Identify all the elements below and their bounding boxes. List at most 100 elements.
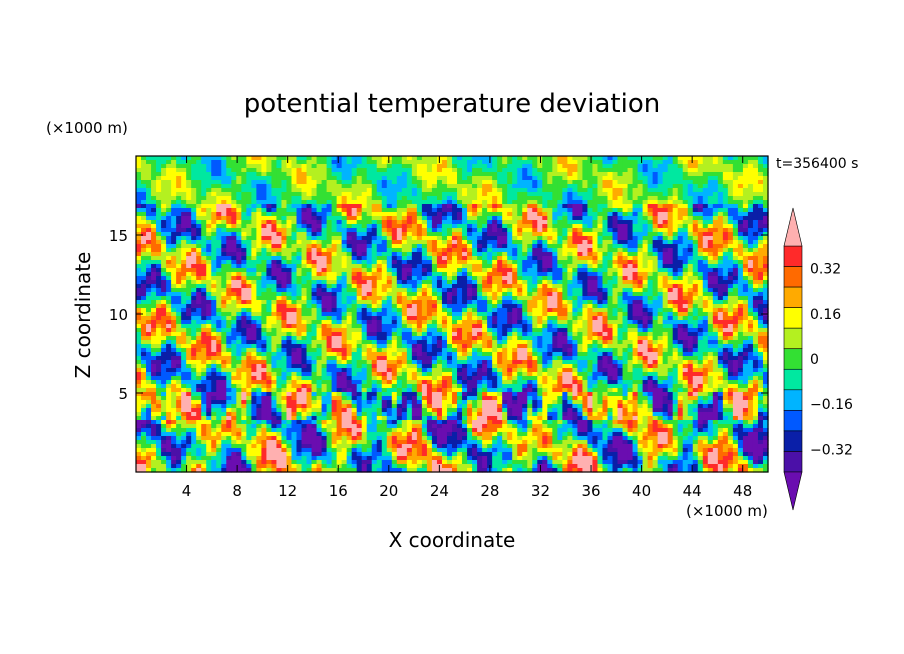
heatmap-cell xyxy=(577,176,584,181)
heatmap-cell xyxy=(216,184,222,189)
heatmap-cell xyxy=(391,312,398,317)
heatmap-cell xyxy=(291,264,298,269)
heatmap-cell xyxy=(271,224,278,229)
heatmap-cell xyxy=(276,248,283,253)
heatmap-cell xyxy=(472,220,478,225)
heatmap-cell xyxy=(567,236,573,241)
heatmap-cell xyxy=(592,244,599,249)
heatmap-cell xyxy=(487,184,493,189)
heatmap-cell xyxy=(752,276,759,281)
heatmap-cell xyxy=(497,256,503,261)
heatmap-cell xyxy=(517,164,523,169)
heatmap-cell xyxy=(286,176,293,181)
heatmap-cell xyxy=(542,252,548,257)
heatmap-cell xyxy=(737,276,744,281)
heatmap-cell xyxy=(396,240,403,245)
heatmap-cell xyxy=(396,188,403,193)
heatmap-cell xyxy=(436,208,443,213)
heatmap-cell xyxy=(401,284,408,289)
heatmap-cell xyxy=(632,208,639,213)
heatmap-cell xyxy=(341,288,348,293)
heatmap-cell xyxy=(472,248,478,253)
heatmap-cell xyxy=(552,208,558,213)
heatmap-cell xyxy=(632,188,639,193)
heatmap-cell xyxy=(431,248,438,253)
heatmap-cell xyxy=(702,300,709,305)
heatmap-cell xyxy=(161,228,167,233)
heatmap-cell xyxy=(381,168,388,173)
heatmap-cell xyxy=(421,228,428,233)
heatmap-cell xyxy=(527,284,533,289)
heatmap-cell xyxy=(687,188,694,193)
heatmap-cell xyxy=(652,168,659,173)
heatmap-cell xyxy=(702,252,709,257)
heatmap-cell xyxy=(236,224,242,229)
heatmap-cell xyxy=(472,204,478,209)
heatmap-cell xyxy=(492,288,498,293)
heatmap-cell xyxy=(747,192,754,197)
heatmap-cell xyxy=(236,256,242,261)
heatmap-cell xyxy=(291,276,298,281)
heatmap-cell xyxy=(532,216,538,221)
heatmap-cell xyxy=(577,280,584,285)
heatmap-cell xyxy=(597,248,604,253)
heatmap-cell xyxy=(452,284,458,289)
heatmap-cell xyxy=(607,192,614,197)
heatmap-cell xyxy=(271,172,278,177)
heatmap-cell xyxy=(507,172,513,177)
heatmap-cell xyxy=(301,196,308,201)
heatmap-cell xyxy=(226,224,232,229)
heatmap-cell xyxy=(577,188,584,193)
heatmap-cell xyxy=(662,180,669,185)
heatmap-cell xyxy=(371,272,378,277)
heatmap-cell xyxy=(431,268,438,273)
heatmap-cell xyxy=(176,216,182,221)
heatmap-cell xyxy=(457,304,463,309)
heatmap-cell xyxy=(542,192,548,197)
heatmap-cell xyxy=(241,180,247,185)
heatmap-cell xyxy=(321,196,328,201)
heatmap-cell xyxy=(316,220,323,225)
heatmap-cell xyxy=(331,224,338,229)
heatmap-cell xyxy=(171,176,177,181)
heatmap-cell xyxy=(361,264,368,269)
heatmap-cell xyxy=(286,292,293,297)
heatmap-cell xyxy=(582,184,589,189)
heatmap-cell xyxy=(687,168,694,173)
heatmap-cell xyxy=(527,240,533,245)
heatmap-cell xyxy=(396,300,403,305)
heatmap-cell xyxy=(762,184,769,189)
heatmap-cell xyxy=(682,224,689,229)
heatmap-cell xyxy=(301,172,308,177)
heatmap-cell xyxy=(732,304,739,309)
heatmap-cell xyxy=(617,220,624,225)
heatmap-cell xyxy=(321,288,328,293)
heatmap-cell xyxy=(441,292,448,297)
heatmap-cell xyxy=(697,220,704,225)
heatmap-cell xyxy=(467,280,473,285)
heatmap-cell xyxy=(542,220,548,225)
heatmap-cell xyxy=(141,200,147,205)
heatmap-cell xyxy=(732,248,739,253)
heatmap-cell xyxy=(662,304,669,309)
heatmap-cell xyxy=(562,220,568,225)
heatmap-cell xyxy=(381,236,388,241)
heatmap-cell xyxy=(477,296,483,301)
heatmap-cell xyxy=(426,248,433,253)
heatmap-cell xyxy=(381,292,388,297)
heatmap-cell xyxy=(171,248,177,253)
heatmap-cell xyxy=(366,272,373,277)
heatmap-cell xyxy=(441,172,448,177)
heatmap-cell xyxy=(687,288,694,293)
heatmap-cell xyxy=(507,200,513,205)
heatmap-cell xyxy=(201,284,207,289)
heatmap-cell xyxy=(301,244,308,249)
heatmap-cell xyxy=(712,204,719,209)
heatmap-cell xyxy=(296,276,303,281)
heatmap-cell xyxy=(517,188,523,193)
heatmap-cell xyxy=(477,272,483,277)
heatmap-cell xyxy=(757,248,764,253)
heatmap-cell xyxy=(762,264,769,269)
heatmap-cell xyxy=(256,160,262,165)
heatmap-cell xyxy=(246,180,252,185)
